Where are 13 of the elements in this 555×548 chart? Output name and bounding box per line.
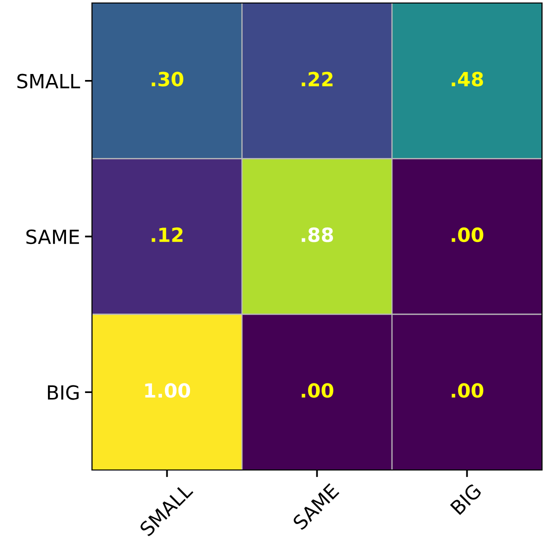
data-label: .12: [152, 227, 183, 242]
y-tick-label: SAME: [26, 229, 79, 244]
data-label: .00: [452, 227, 484, 242]
data-label: 1.00: [145, 383, 190, 398]
y-tick-label: SMALL: [17, 74, 80, 88]
data-label: .30: [152, 72, 184, 86]
data-label: .88: [302, 227, 334, 242]
data-label: .00: [302, 383, 334, 398]
y-tick-label: BIG: [48, 385, 79, 400]
x-tick-label: BIG: [450, 483, 482, 516]
data-label: .22: [302, 72, 333, 86]
data-label: .48: [452, 72, 484, 86]
data-label: .00: [452, 383, 484, 398]
